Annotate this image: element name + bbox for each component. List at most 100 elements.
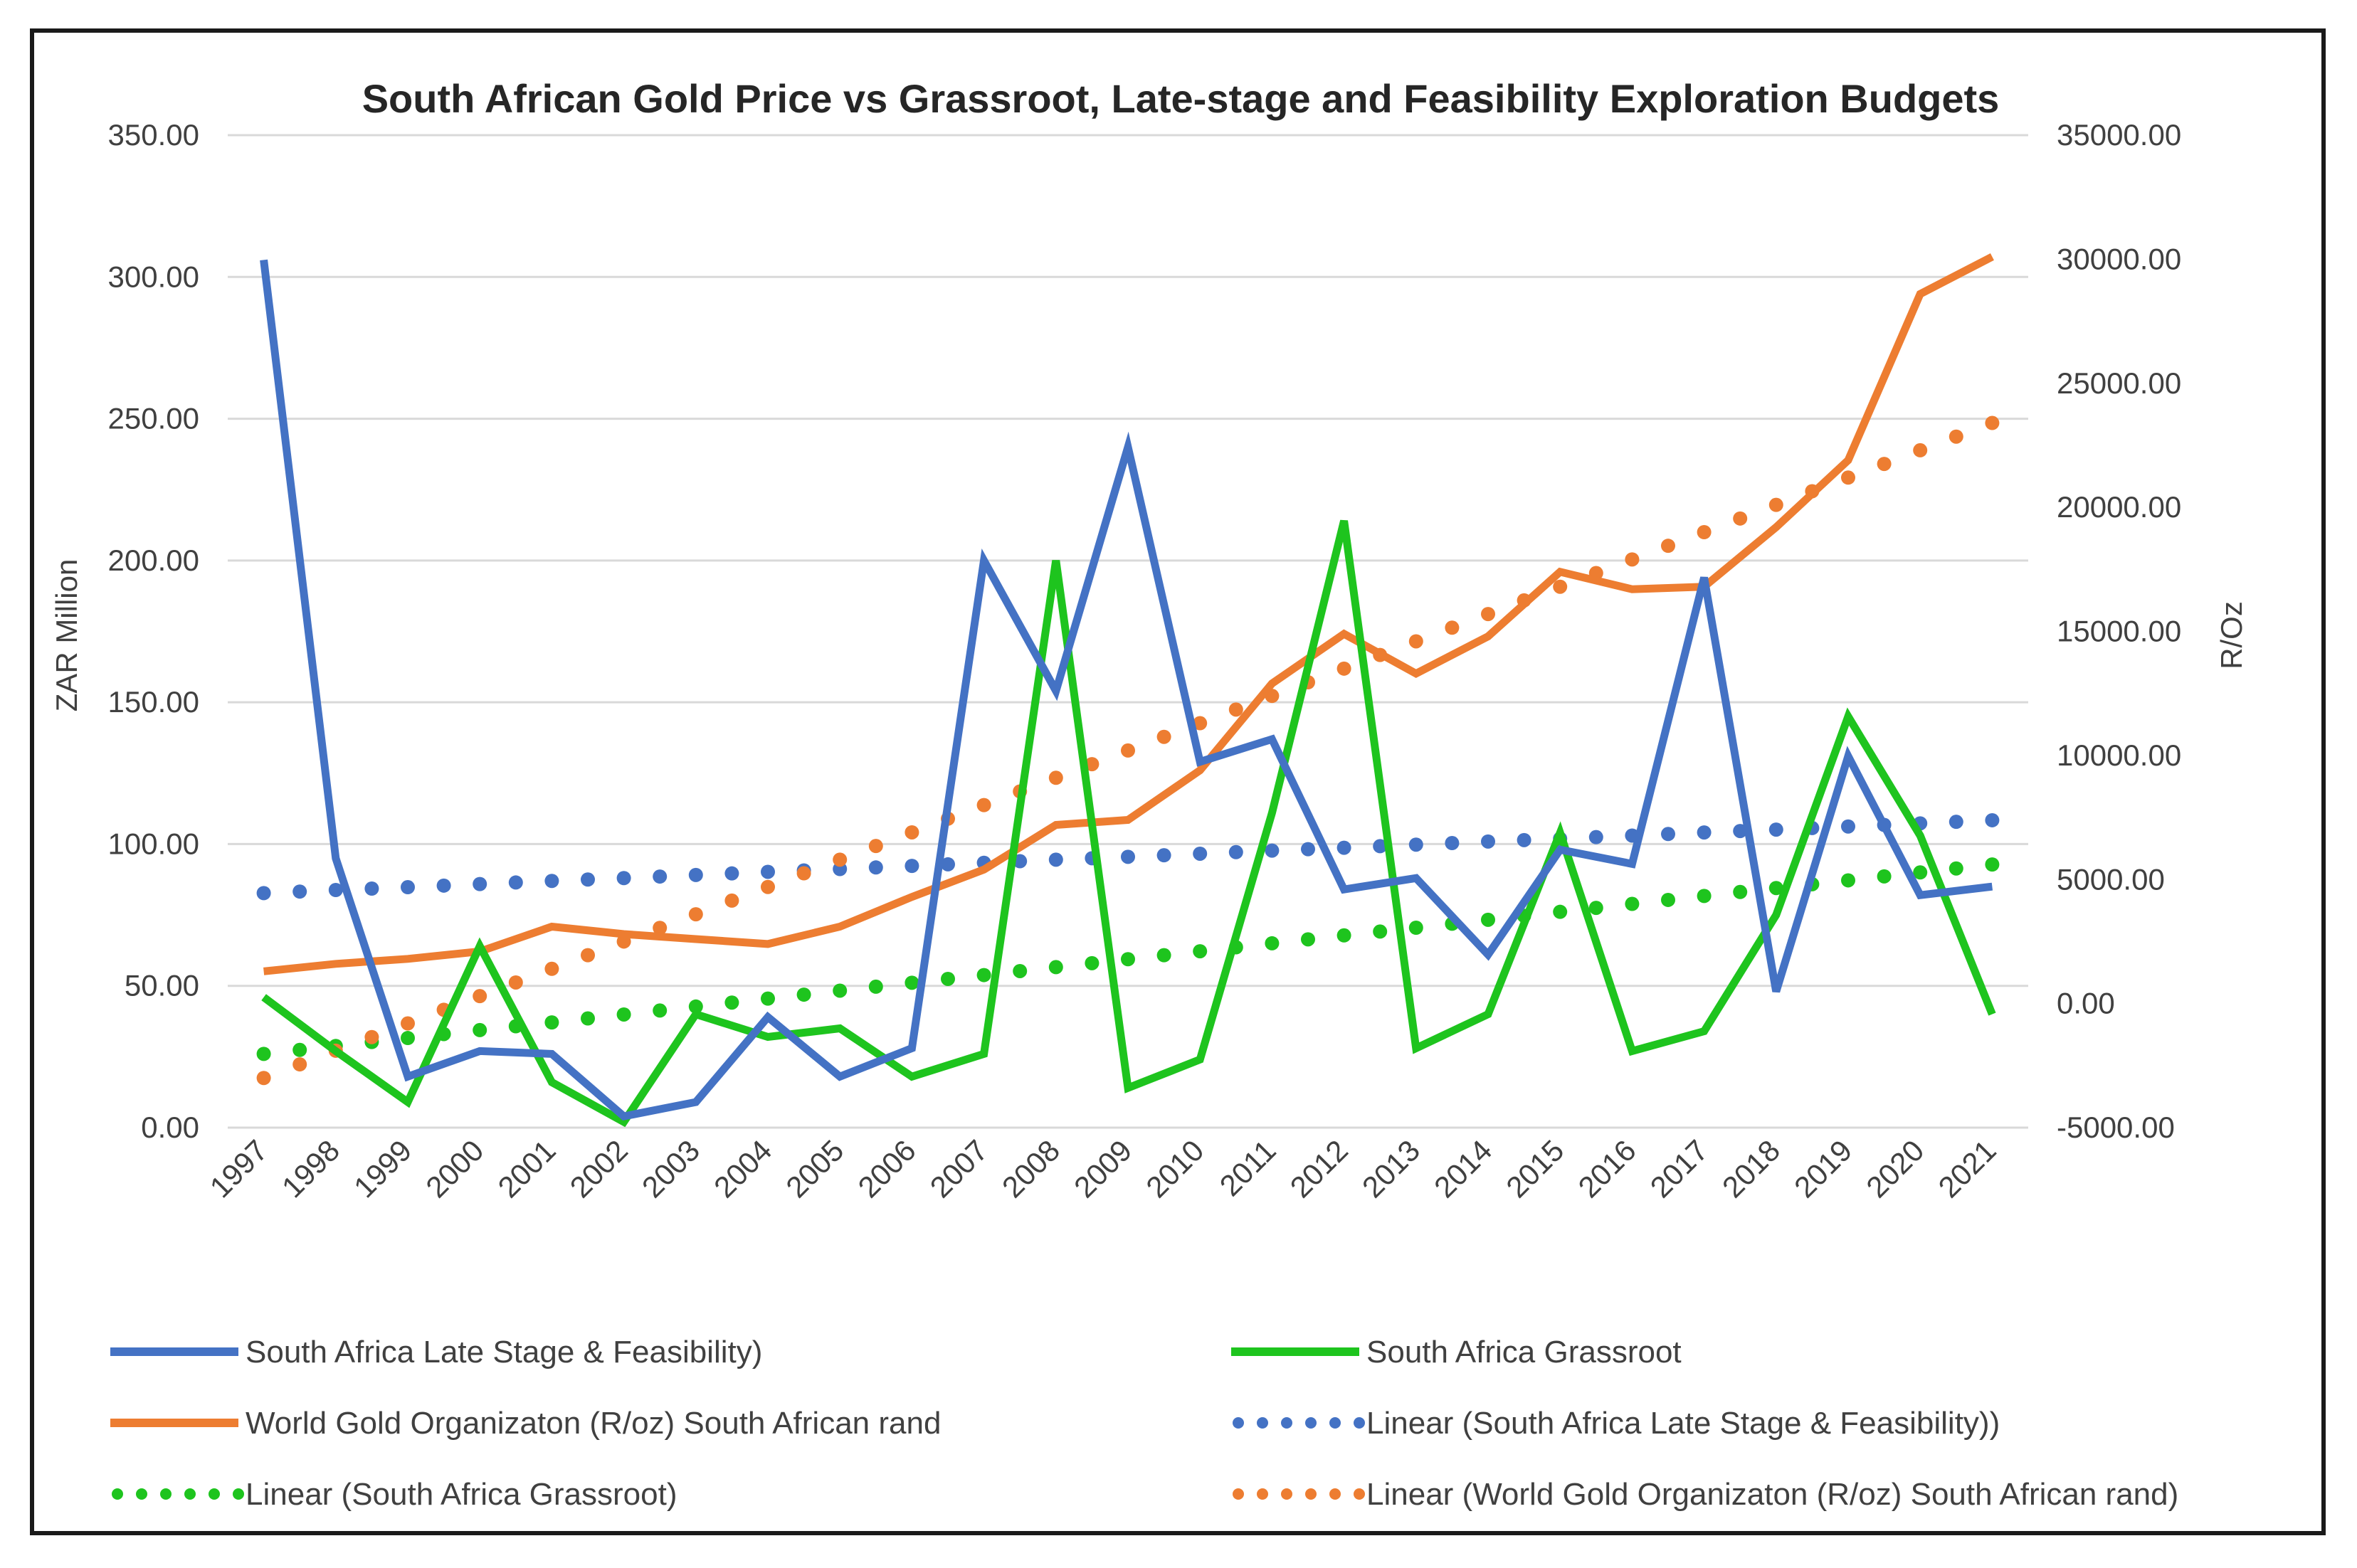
trend-point [616, 1007, 631, 1022]
trend-point [1913, 865, 1928, 880]
trend-point [581, 948, 595, 963]
y-tick-label: 300.00 [108, 260, 199, 293]
x-tick-label: 2015 [1499, 1133, 1570, 1204]
trend-point [1193, 716, 1208, 731]
series-line [260, 259, 1993, 1121]
trend-point [1985, 812, 2000, 827]
trend-point [292, 1057, 307, 1072]
legend-swatch-dot [1354, 1488, 1365, 1500]
trend-point [976, 968, 991, 982]
trend-point [1949, 429, 1963, 444]
trend-point [401, 1031, 415, 1046]
trend-point [868, 839, 883, 854]
legend-item: Linear (South Africa Grassroot) [112, 1477, 677, 1512]
trend-point [833, 852, 848, 867]
trend-point [401, 880, 415, 895]
trend-point [544, 874, 559, 889]
x-tick-label: 1999 [347, 1133, 418, 1204]
legend-swatch-dot [1354, 1417, 1365, 1429]
trend-point [1841, 470, 1855, 485]
trend-point [653, 921, 668, 936]
trend-point [1301, 842, 1315, 857]
trend-point [616, 871, 631, 886]
trend-point [1121, 849, 1135, 864]
trend-point [688, 907, 703, 922]
legend-swatch-dot [1257, 1488, 1268, 1500]
trend-point [1768, 822, 1783, 837]
legend-label: Linear (World Gold Organizaton (R/oz) So… [1366, 1477, 2178, 1512]
x-tick-label: 2013 [1356, 1133, 1426, 1204]
trend-point [1336, 928, 1351, 943]
legend-item: Linear (World Gold Organizaton (R/oz) So… [1233, 1477, 2178, 1512]
trend-point [1373, 924, 1388, 939]
trend-point [724, 866, 739, 881]
trend-point [1949, 861, 1963, 876]
series-0 [260, 259, 1993, 1121]
legend-swatch-dot [160, 1488, 172, 1500]
legend-item: World Gold Organizaton (R/oz) South Afri… [110, 1406, 941, 1441]
legend-swatch-dot [1329, 1488, 1341, 1500]
y2-tick-label: 35000.00 [2057, 118, 2181, 152]
trend-point [1553, 579, 1568, 594]
trend-point [401, 1016, 415, 1031]
legend-swatch-dot [1305, 1417, 1317, 1429]
trend-point [941, 971, 955, 986]
trend-point [473, 876, 487, 891]
trend-point [1048, 960, 1063, 975]
x-tick-label: 2001 [491, 1133, 561, 1204]
trend-point [724, 893, 739, 908]
trend-point [1013, 963, 1028, 978]
legend-item: South Africa Grassroot [1231, 1335, 1682, 1370]
x-tick-label: 2004 [707, 1133, 778, 1204]
trend-point [653, 869, 668, 884]
trend-point [1481, 912, 1495, 927]
y2-tick-label: 5000.00 [2057, 862, 2165, 896]
y2-axis-label: R/Oz [2215, 601, 2248, 669]
trend-point [1841, 819, 1855, 834]
trend-point [1408, 837, 1423, 852]
trend-point [761, 991, 775, 1006]
trend-point [544, 1015, 559, 1030]
trend-point [1265, 936, 1280, 950]
trend-point [761, 879, 775, 894]
legend-item: South Africa Late Stage & Feasibility) [110, 1335, 762, 1370]
y-tick-label: 250.00 [108, 402, 199, 435]
trend-point [833, 983, 848, 998]
trend-point [1877, 457, 1892, 472]
legend-label: World Gold Organizaton (R/oz) South Afri… [246, 1406, 941, 1441]
legend-swatch-dot [136, 1488, 147, 1500]
legend-swatch-dot [112, 1488, 123, 1500]
x-tick-label: 2008 [996, 1133, 1066, 1204]
trend-point [1121, 743, 1135, 758]
trend-point [976, 798, 991, 812]
series-4 [256, 857, 2000, 1061]
legend-label: South Africa Late Stage & Feasibility) [246, 1335, 762, 1370]
y2-tick-label: 30000.00 [2057, 242, 2181, 275]
trend-point [653, 1003, 668, 1018]
trend-point [1373, 839, 1388, 854]
trend-point [508, 975, 523, 990]
left-axis-ticks: 0.00 50.00 100.00 150.00 200.00 250.00 300.00 3… [108, 118, 199, 1144]
x-tick-label: 2002 [564, 1133, 634, 1204]
trend-point [1408, 921, 1423, 936]
trend-point [581, 1011, 595, 1026]
x-tick-label: 2009 [1067, 1133, 1138, 1204]
trend-point [1121, 952, 1135, 967]
y-tick-label: 100.00 [108, 827, 199, 860]
legend-swatch-dot [1233, 1417, 1244, 1429]
x-tick-label: 2019 [1788, 1133, 1858, 1204]
trend-point [1481, 834, 1495, 849]
series-1 [261, 519, 1996, 1128]
trend-point [1336, 661, 1351, 676]
legend-swatch-dot [233, 1488, 244, 1500]
legend-swatch-dot [1257, 1417, 1268, 1429]
trend-point [905, 825, 919, 839]
trend-point [1085, 757, 1100, 772]
trend-point [364, 1029, 379, 1044]
x-axis-ticks: 1997 1998 1999 2000 2001 2002 2003 2004 2005 2006… [204, 1133, 2003, 1204]
trend-point [796, 866, 811, 881]
trend-point [688, 867, 703, 882]
trend-point [256, 886, 271, 901]
trend-point [544, 961, 559, 976]
